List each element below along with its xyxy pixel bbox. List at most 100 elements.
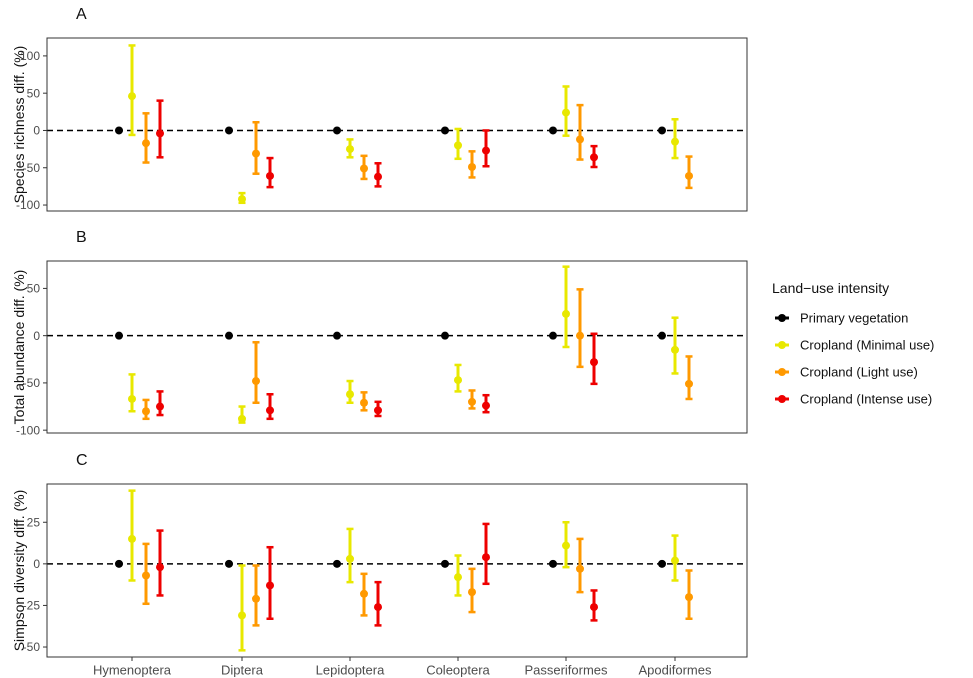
data-point [266,581,274,590]
panel-letter: C [76,452,88,469]
y-tick-label: 100 [20,49,40,63]
legend-key-point [778,368,786,376]
point-primary-apodiformes [658,126,666,135]
data-point [562,541,570,550]
y-tick-label: 25 [27,515,41,529]
data-point [266,171,274,180]
point-intense-lepidoptera [374,162,382,188]
data-point [468,588,476,597]
point-light-passeriformes [576,537,584,594]
data-point [128,534,136,543]
data-point [128,394,136,403]
panel-b: B Total abundance diff. (%) 50 0 -50 -100 [11,229,748,437]
data-point [252,377,260,386]
y-tick-label: 0 [33,557,40,571]
point-primary-passeriformes [549,331,557,340]
point-light-hymenoptera [142,542,150,606]
point-primary-passeriformes [549,126,557,135]
x-tick-label: Hymenoptera [93,663,172,678]
data-point [115,331,123,340]
point-minimal-apodiformes [671,118,679,160]
y-tick-label: 0 [33,329,40,343]
y-tick-label: -100 [16,423,40,437]
data-point [658,559,666,568]
data-point [685,593,693,602]
data-point [441,559,449,568]
y-tick-label: -50 [23,376,41,390]
data-point [468,397,476,406]
y-tick-label: 50 [27,86,41,100]
legend-label: Cropland (Intense use) [800,392,932,407]
point-minimal-diptera [238,564,246,652]
point-minimal-diptera [238,405,246,424]
panel-letter: A [76,6,87,23]
point-light-diptera [252,341,260,405]
data-point [590,153,598,162]
panels: A Species richness diff. (%)100 50 0 -50 -100… [11,6,748,658]
point-intense-passeriformes [590,589,598,622]
point-minimal-lepidoptera [346,379,354,405]
legend-key-point [778,341,786,349]
data-point [658,331,666,340]
point-light-apodiformes [685,155,693,190]
data-point [115,559,123,568]
point-intense-diptera [266,545,274,620]
data-point [562,108,570,117]
y-tick-label: -50 [23,640,41,654]
data-point [346,390,354,399]
legend-label: Primary vegetation [800,311,908,326]
point-light-passeriformes [576,103,584,161]
y-axis-label: Total abundance diff. (%) [11,270,27,425]
point-intense-passeriformes [590,144,598,169]
data-point [238,611,246,620]
data-point [576,135,584,144]
data-point [142,407,150,416]
point-light-hymenoptera [142,112,150,164]
point-minimal-lepidoptera [346,527,354,584]
point-minimal-coleoptera [454,554,462,597]
y-axis-label: Simpson diversity diff. (%) [11,490,27,652]
point-primary-lepidoptera [333,559,341,568]
point-intense-hymenoptera [156,529,164,597]
data-point [252,594,260,603]
data-point [346,145,354,154]
data-point [482,401,490,410]
data-point [252,149,260,158]
point-primary-lepidoptera [333,126,341,135]
x-tick-label: Diptera [221,663,264,678]
data-point [156,402,164,411]
panel-letter: B [76,229,87,246]
legend-item-minimal: Cropland (Minimal use) [775,338,934,353]
point-light-apodiformes [685,569,693,620]
point-minimal-passeriformes [562,521,570,569]
panel-a: A Species richness diff. (%)100 50 0 -50 -100 [11,6,748,212]
point-minimal-passeriformes [562,265,570,349]
legend-label: Cropland (Light use) [800,365,918,380]
data-point [590,603,598,612]
y-tick-label: 0 [33,124,40,138]
legend-items: Primary vegetation Cropland (Minimal use)… [775,311,934,407]
data-point [482,553,490,562]
panel-frame [46,260,748,434]
legend-key-point [778,395,786,403]
data-point [454,573,462,582]
point-primary-apodiformes [658,559,666,568]
data-point [468,163,476,172]
legend-item-primary: Primary vegetation [775,311,908,326]
data-point [658,126,666,135]
data-point [238,195,246,204]
point-intense-diptera [266,393,274,421]
data-point [671,137,679,146]
data-point [576,331,584,340]
y-axis-label: Species richness diff. (%) [11,46,27,204]
x-tick-label: Apodiformes [639,663,712,678]
y-tick-label: 50 [27,282,41,296]
data-point [333,559,341,568]
data-point [549,126,557,135]
legend-title: Land−use intensity [772,280,889,296]
point-light-passeriformes [576,288,584,369]
data-point [115,126,123,135]
data-point [441,331,449,340]
point-intense-coleoptera [482,522,490,586]
point-intense-passeriformes [590,332,598,386]
